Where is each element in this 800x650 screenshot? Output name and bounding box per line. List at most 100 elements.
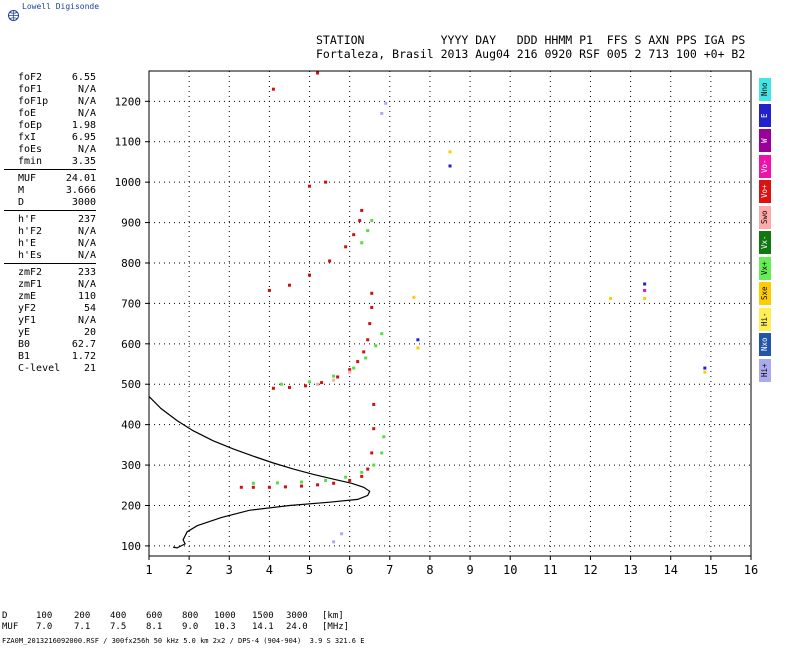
distance-unit: [km] (322, 611, 344, 621)
echo-point (370, 451, 374, 455)
echo-point (340, 532, 344, 536)
x-tick-label: 15 (704, 563, 718, 577)
echo-point (366, 338, 370, 342)
y-tick-label: 800 (121, 257, 141, 270)
y-tick-label: 400 (121, 419, 141, 432)
echo-point (275, 481, 279, 485)
x-tick-label: 14 (664, 563, 678, 577)
param-value: N/A (77, 108, 96, 119)
param-row: fmin 3.35 (0, 156, 140, 168)
param-row: foE N/A (0, 108, 140, 120)
echo-point (372, 402, 376, 406)
param-row: h'F2 N/A (0, 226, 140, 238)
y-tick-label: 900 (121, 217, 141, 230)
param-value: N/A (77, 226, 96, 237)
param-label: fxI (18, 132, 37, 143)
x-tick-label: 12 (583, 563, 597, 577)
x-tick-label: 11 (543, 563, 557, 577)
param-separator (4, 263, 96, 264)
distance-value: 200 (74, 611, 91, 621)
echo-point (300, 484, 304, 488)
file-info-footer: FZA0M_2013216092000.RSF / 300fx256h 50 k… (2, 637, 365, 645)
param-row: yF1 N/A (0, 315, 140, 327)
param-value: 3000 (71, 197, 96, 208)
echo-point (308, 380, 312, 384)
muf-label: MUF (2, 622, 19, 632)
legend-label: Hi+ (760, 363, 769, 377)
echo-point (271, 386, 275, 390)
echo-point (332, 481, 336, 485)
param-value: N/A (77, 96, 96, 107)
legend-item: Vo+ (759, 180, 771, 203)
param-label: C-level (18, 363, 61, 374)
legend-item: Hi+ (759, 358, 771, 382)
header-columns: STATION YYYY DAY DDD HHMM P1 FFS S AXN P… (316, 33, 746, 47)
echo-point (304, 384, 308, 388)
muf-value: 7.5 (110, 622, 127, 632)
echo-point (283, 485, 287, 489)
param-value: 233 (77, 267, 96, 278)
param-label: MUF (18, 173, 37, 184)
param-label: B1 (18, 351, 31, 362)
distance-value: 400 (110, 611, 127, 621)
echo-point (448, 150, 452, 154)
echo-point (372, 463, 376, 467)
legend-item: Swo (759, 205, 771, 229)
param-row: zmE 110 (0, 291, 140, 303)
param-label: B0 (18, 339, 31, 350)
y-tick-label: 1100 (115, 136, 142, 149)
x-tick-label: 10 (503, 563, 517, 577)
param-row: B1 1.72 (0, 351, 140, 363)
echo-point (348, 370, 352, 374)
echo-point (356, 360, 360, 364)
echo-point (643, 282, 647, 286)
legend-item: W (759, 129, 771, 152)
param-label: zmF1 (18, 279, 43, 290)
echo-point (320, 381, 324, 385)
param-label: zmF2 (18, 267, 43, 278)
param-row: yE 20 (0, 327, 140, 339)
distance-value: 1000 (214, 611, 236, 621)
echo-point (380, 332, 384, 336)
y-tick-label: 200 (121, 499, 141, 512)
param-row: foF2 6.55 (0, 72, 140, 84)
legend-label: Nxo (760, 337, 769, 352)
legend-item: Nno (759, 78, 771, 101)
echo-point (366, 229, 370, 233)
param-label: foF1 (18, 84, 43, 95)
echo-point (370, 291, 374, 295)
legend-item: E (759, 103, 771, 127)
echo-point (300, 480, 304, 484)
param-row: D 3000 (0, 197, 140, 209)
param-row: foF1 N/A (0, 84, 140, 96)
param-value: N/A (77, 250, 96, 261)
param-value: N/A (77, 238, 96, 249)
y-tick-label: 600 (121, 338, 141, 351)
x-tick-label: 6 (346, 563, 353, 577)
echo-point (362, 350, 366, 354)
muf-value: 24.0 (286, 622, 308, 632)
echo-point (416, 346, 420, 350)
echo-point (332, 374, 336, 378)
param-label: foF1p (18, 96, 49, 107)
legend-item: Nxo (759, 333, 771, 356)
header-values: Fortaleza, Brasil 2013 Aug04 216 0920 RS… (316, 47, 746, 61)
echo-point (287, 283, 291, 287)
muf-unit: [MHz] (322, 622, 350, 632)
param-row: foEp 1.98 (0, 120, 140, 132)
param-label: foEp (18, 120, 43, 131)
x-tick-label: 16 (744, 563, 758, 577)
echo-point (324, 180, 328, 184)
param-label: h'E (18, 238, 37, 249)
param-value: 20 (83, 327, 96, 338)
param-label: foE (18, 108, 37, 119)
echo-point (643, 288, 647, 292)
echo-point (316, 483, 320, 487)
brand-logo: Lowell Digisonde (8, 2, 148, 24)
param-value: 237 (77, 214, 96, 225)
echo-point (609, 297, 613, 301)
param-label: yF1 (18, 315, 37, 326)
param-row: zmF2 233 (0, 267, 140, 279)
echo-point (308, 184, 312, 188)
